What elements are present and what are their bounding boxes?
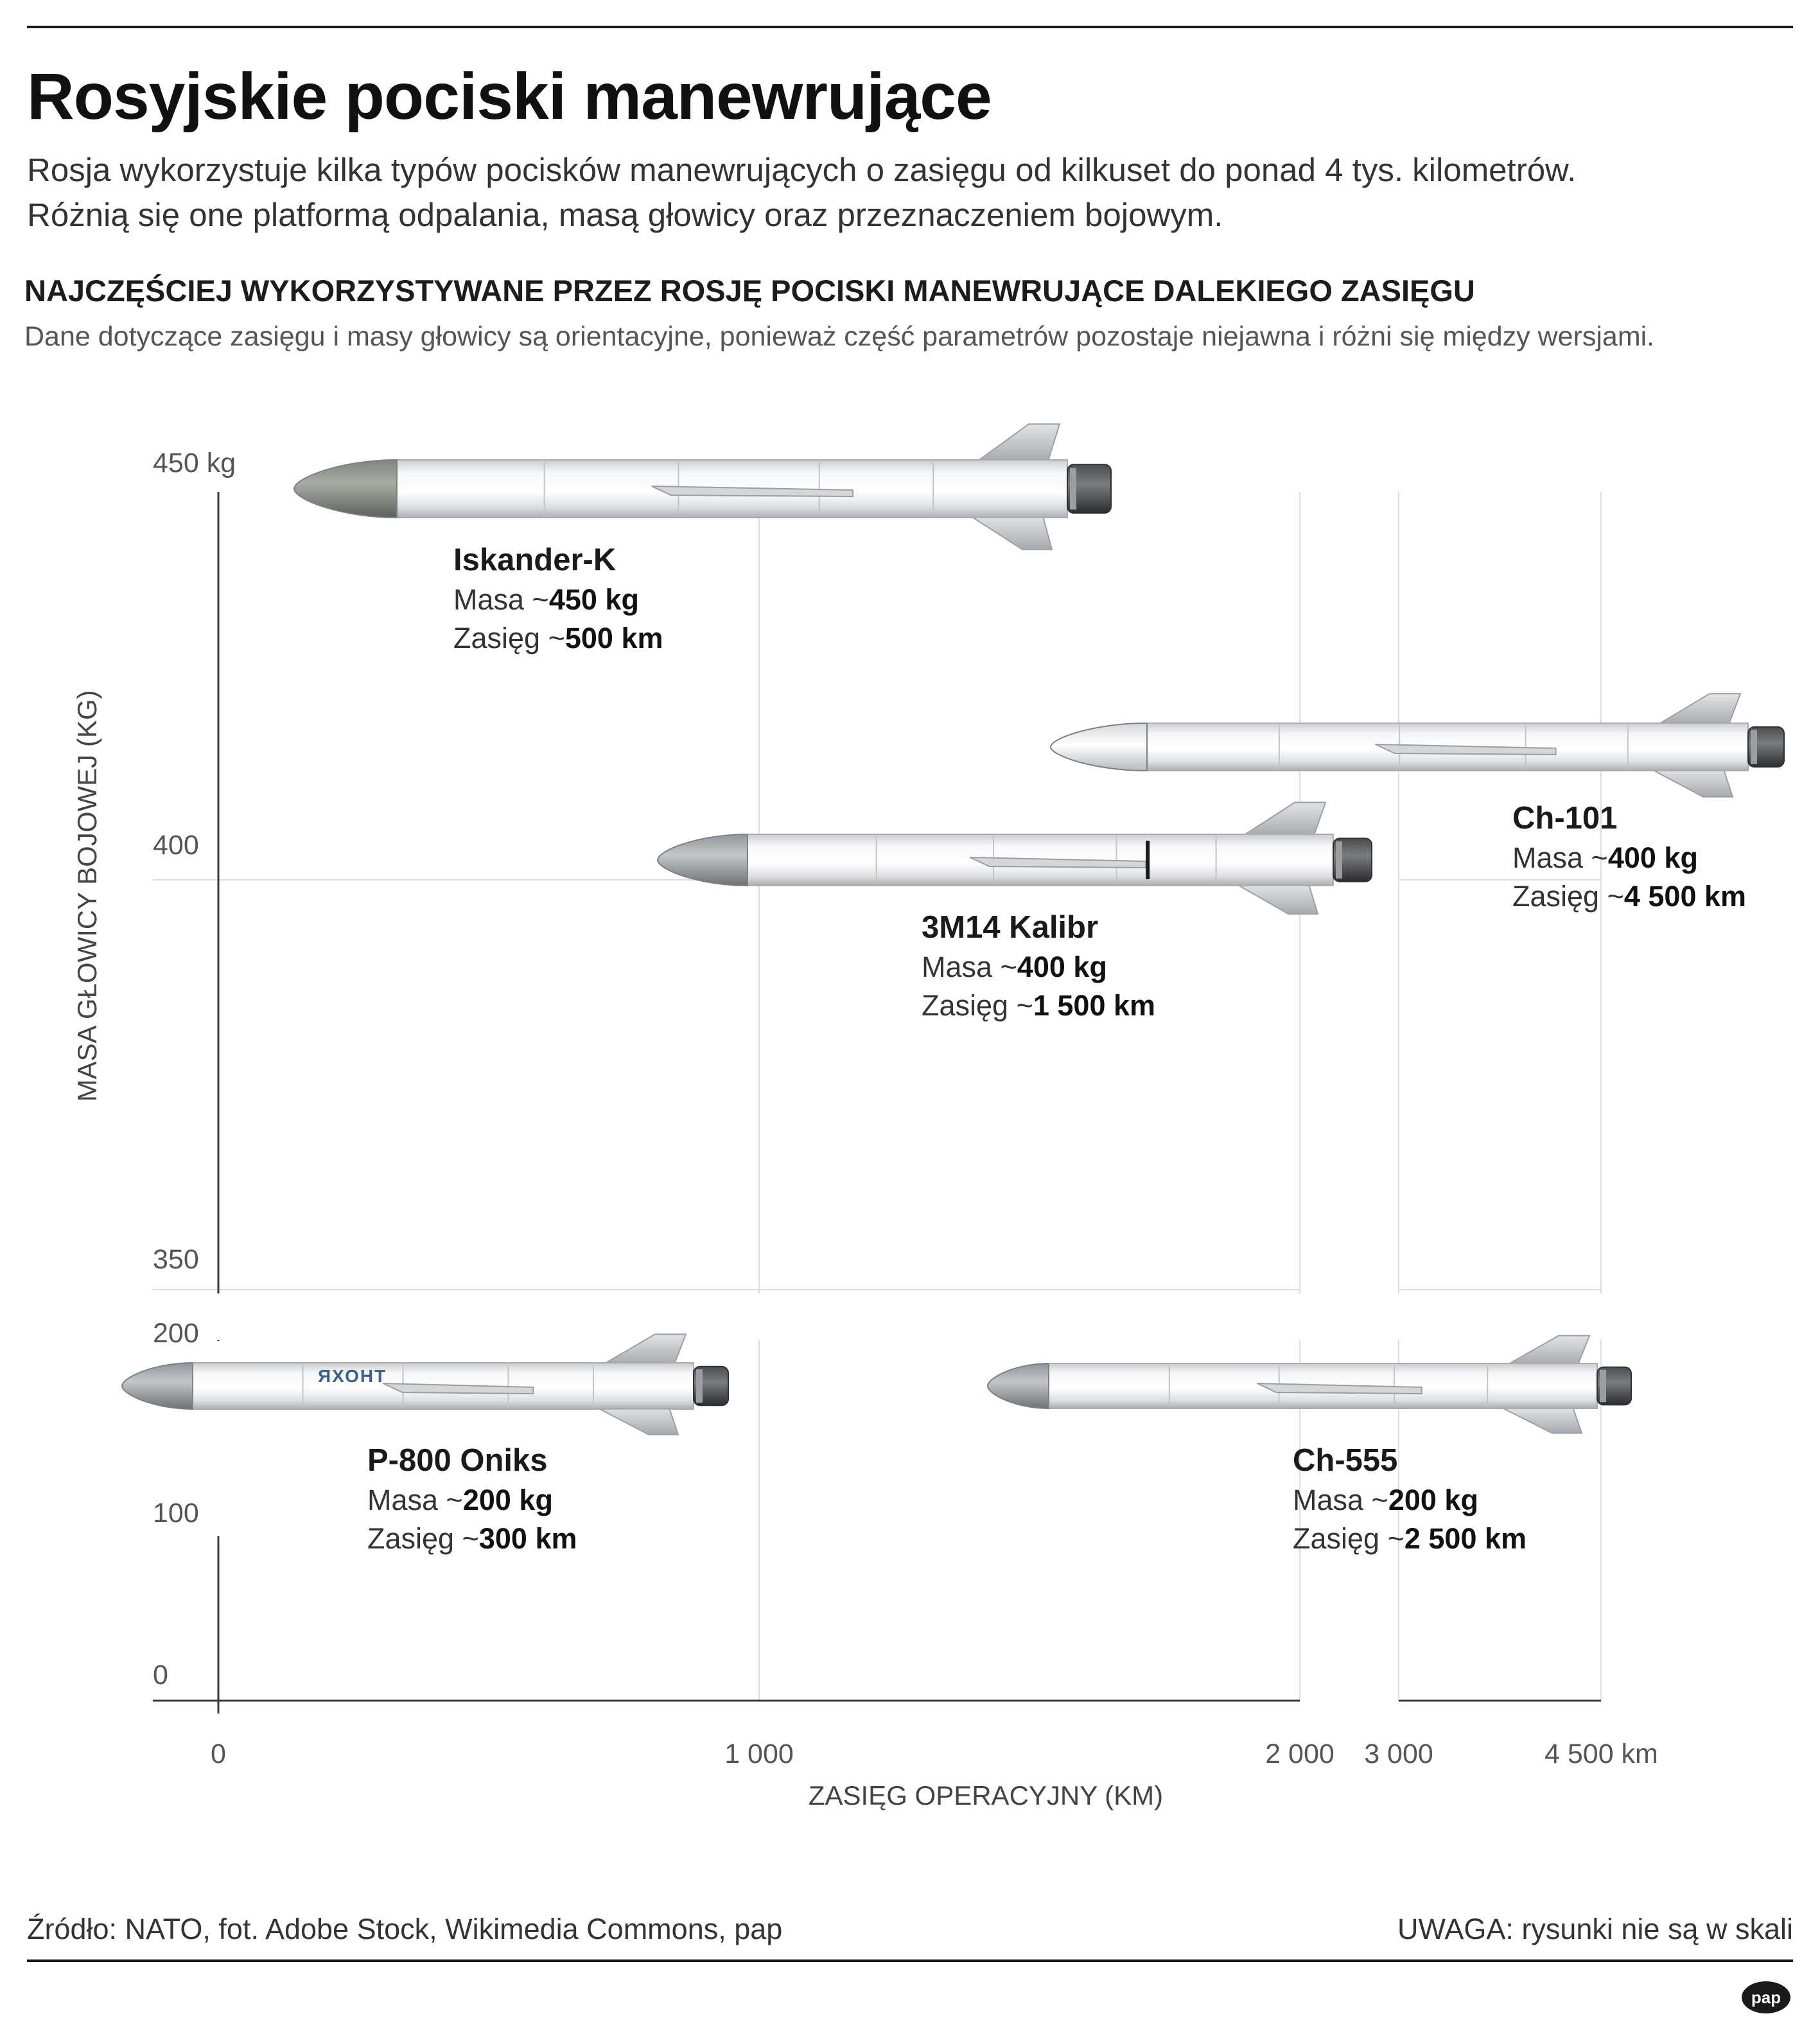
missile-range-ch-555: Zasięg ~2 500 km — [1293, 1522, 1527, 1555]
missile-mass-ch-555: Masa ~200 kg — [1293, 1484, 1478, 1516]
bottom-rule — [27, 1959, 1793, 1962]
missile-name-ch-101: Ch-101 — [1512, 801, 1617, 836]
missile-name-ch-555: Ch-555 — [1293, 1443, 1397, 1478]
missile-range-p-800-oniks: Zasięg ~300 km — [367, 1522, 577, 1555]
missile-name-iskander-k: Iskander-K — [453, 543, 616, 577]
missile-iskander-k — [294, 424, 1111, 549]
missile-name-p-800-oniks: P-800 Oniks — [367, 1443, 548, 1478]
missile-body-text: ЯХОНТ — [318, 1366, 387, 1386]
x-tick-label: 1 000 — [724, 1739, 794, 1769]
source-note: Źródło: NATO, fot. Adobe Stock, Wikimedi… — [27, 1913, 782, 1946]
missile-3m14-kalibr — [658, 802, 1372, 914]
missile-p-800-oniks: ЯХОНТ — [122, 1334, 728, 1434]
missile-range-3m14-kalibr: Zasięg ~1 500 km — [922, 989, 1155, 1022]
y-tick-label: 200 — [153, 1318, 199, 1349]
missile-mass-ch-101: Masa ~400 kg — [1512, 841, 1698, 874]
y-break-gap — [148, 1293, 1625, 1340]
missile-range-ch-101: Zasięg ~4 500 km — [1512, 880, 1746, 913]
missile-mass-iskander-k: Masa ~450 kg — [453, 583, 639, 616]
missile-ch-101 — [1051, 694, 1784, 797]
missile-mass-3m14-kalibr: Masa ~400 kg — [922, 951, 1107, 983]
x-tick-label: 2 000 — [1265, 1739, 1334, 1769]
y-axis-title: MASA GŁOWICY BOJOWEJ (KG) — [72, 690, 102, 1102]
y-tick-label: 450 kg — [153, 448, 236, 478]
missile-mass-p-800-oniks: Masa ~200 kg — [367, 1484, 553, 1516]
missile-range-iskander-k: Zasięg ~500 km — [453, 622, 663, 654]
missile-name-3m14-kalibr: 3M14 Kalibr — [922, 910, 1098, 945]
x-tick-label: 3 000 — [1364, 1739, 1433, 1769]
y-tick-label: 100 — [153, 1498, 199, 1529]
y-tick-label: 350 — [153, 1244, 199, 1275]
x-tick-label: 4 500 km — [1544, 1739, 1658, 1769]
pap-logo-text: pap — [1751, 1988, 1781, 2007]
pap-logo: pap — [1740, 1979, 1792, 2015]
x-axis-title: ZASIĘG OPERACYJNY (KM) — [809, 1780, 1163, 1810]
chart-tick-labels: 0 1 000 2 000 3 000 4 500 km 0 100 200 350 400 450… — [153, 448, 1658, 1769]
scale-disclaimer: UWAGA: rysunki nie są w skali — [1397, 1913, 1793, 1946]
x-tick-label: 0 — [211, 1739, 226, 1769]
y-tick-label: 0 — [153, 1660, 168, 1690]
y-tick-label: 400 — [153, 830, 199, 861]
